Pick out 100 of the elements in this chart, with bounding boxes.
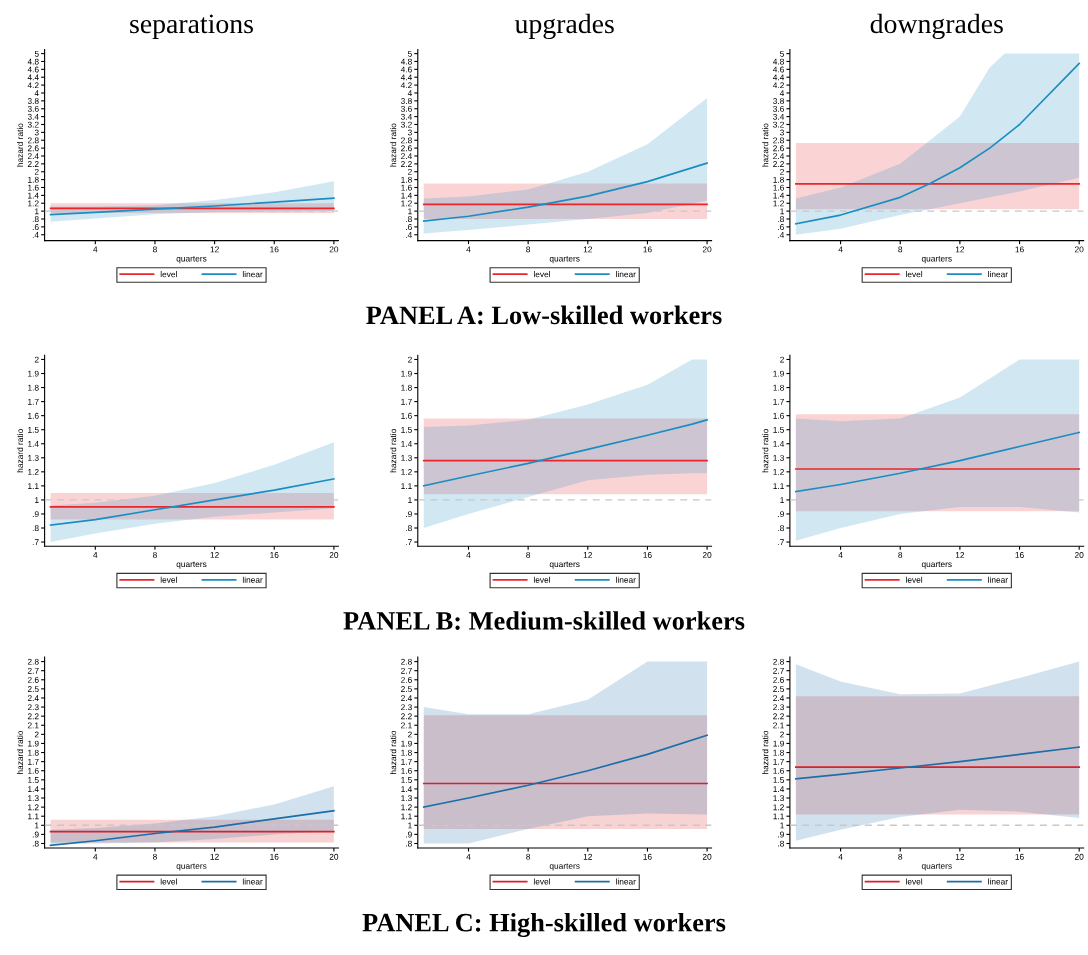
y-tick-label: 3.8 xyxy=(400,98,412,104)
y-axis-title: hazard ratio xyxy=(762,429,769,473)
y-tick-label: 1.6 xyxy=(401,412,412,419)
y-tick-label: 1 xyxy=(780,497,784,503)
y-tick-label: 1.4 xyxy=(773,786,785,792)
y-tick-label: 1.2 xyxy=(28,804,39,811)
x-tick-label: 8 xyxy=(898,552,903,558)
x-axis-title: quarters xyxy=(921,256,952,264)
legend-label: level xyxy=(533,878,550,885)
y-tick-label: .9 xyxy=(406,511,412,518)
y-tick-label: 2.7 xyxy=(27,667,39,674)
y-tick-label: 2 xyxy=(408,356,412,363)
y-tick-label: 4.6 xyxy=(772,66,784,73)
x-axis-title: quarters xyxy=(549,863,580,871)
legend-label: linear xyxy=(616,576,636,583)
y-axis-title: hazard ratio xyxy=(390,730,397,774)
y-tick-label: 1 xyxy=(408,497,412,503)
x-tick-label: 16 xyxy=(270,853,279,860)
y-tick-label: .9 xyxy=(32,511,39,518)
y-tick-label: 3 xyxy=(780,129,784,136)
y-tick-label: 1.7 xyxy=(773,398,784,405)
y-tick-label: 2.4 xyxy=(27,153,39,160)
y-tick-label: 3.6 xyxy=(773,105,784,112)
y-tick-label: .8 xyxy=(778,525,784,532)
y-tick-label: 1.9 xyxy=(28,740,39,747)
y-tick-label: 2.4 xyxy=(401,153,412,160)
y-tick-label: .7 xyxy=(32,539,39,546)
y-tick-label: 3.4 xyxy=(400,113,412,120)
x-tick-label: 8 xyxy=(898,246,903,253)
y-tick-label: 1.6 xyxy=(401,767,412,774)
x-tick-label: 20 xyxy=(702,853,712,860)
line-series xyxy=(49,809,335,847)
y-tick-label: 1 xyxy=(35,822,39,829)
x-tick-label: 20 xyxy=(702,246,712,253)
y-tick-label: 3.6 xyxy=(27,105,39,112)
y-axis-title: hazard ratio xyxy=(762,730,769,774)
y-tick-label: 1.7 xyxy=(401,398,412,405)
y-tick-label: 2.2 xyxy=(773,713,784,720)
y-tick-label: 2.1 xyxy=(401,722,412,729)
y-axis-title: hazard ratio xyxy=(16,123,24,167)
y-tick-label: 1 xyxy=(35,497,39,503)
x-tick-label: 20 xyxy=(329,552,339,558)
text: PANEL A: Low-skilled workers xyxy=(366,305,722,325)
x-tick-label: 4 xyxy=(838,246,843,253)
y-tick-label: .6 xyxy=(406,224,412,230)
y-tick-label: 1.4 xyxy=(401,441,412,447)
y-tick-label: 3 xyxy=(407,129,412,136)
x-tick-label: 4 xyxy=(838,552,843,558)
x-axis-title: quarters xyxy=(549,561,580,569)
x-tick-label: 12 xyxy=(583,853,592,860)
y-tick-label: 1.3 xyxy=(28,795,39,802)
y-tick-label: 1.6 xyxy=(28,412,39,419)
legend-label: linear xyxy=(988,878,1008,885)
line-series xyxy=(49,197,335,216)
text: PANEL C: High-skilled workers xyxy=(362,912,726,938)
x-tick-label: 20 xyxy=(329,246,339,253)
y-tick-label: 2 xyxy=(408,731,412,738)
y-tick-label: 1 xyxy=(780,208,784,215)
y-tick-label: 2.1 xyxy=(773,722,784,729)
y-tick-label: 1.7 xyxy=(401,758,412,765)
y-tick-label: 2.3 xyxy=(401,704,412,711)
y-tick-label: 1.2 xyxy=(773,804,784,811)
legend-label: level xyxy=(906,271,923,278)
y-tick-label: 5 xyxy=(780,50,784,57)
x-tick-label: 16 xyxy=(1015,552,1024,558)
y-tick-label: 3.2 xyxy=(400,121,412,128)
y-tick-label: 1.7 xyxy=(28,758,39,765)
y-tick-label: 2.3 xyxy=(27,704,39,711)
y-tick-label: 1.3 xyxy=(401,795,412,802)
y-tick-label: 1.3 xyxy=(773,795,784,802)
y-tick-label: .8 xyxy=(406,525,412,532)
y-tick-label: 3.6 xyxy=(400,105,412,112)
y-tick-label: 1.1 xyxy=(773,813,784,820)
y-tick-label: 4 xyxy=(34,90,39,96)
y-tick-label: 1.4 xyxy=(773,441,785,447)
y-tick-label: 1.8 xyxy=(28,749,39,756)
line-series xyxy=(422,162,708,222)
y-tick-label: 2.8 xyxy=(27,137,39,144)
y-tick-label: 1.8 xyxy=(773,384,784,391)
x-tick-label: 8 xyxy=(898,853,903,860)
x-tick-label: 4 xyxy=(466,552,471,558)
y-tick-label: 3.4 xyxy=(773,113,785,120)
y-tick-label: 1.9 xyxy=(773,370,784,377)
legend-label: linear xyxy=(242,576,263,583)
y-tick-label: 4.8 xyxy=(27,58,39,65)
y-tick-label: 4.2 xyxy=(772,82,784,89)
x-tick-label: 8 xyxy=(153,246,157,253)
legend-label: level xyxy=(533,576,550,583)
y-tick-label: 2.2 xyxy=(27,161,39,167)
x-tick-label: 4 xyxy=(93,552,98,558)
y-tick-label: 1.2 xyxy=(773,469,784,475)
x-tick-label: 12 xyxy=(955,552,965,558)
y-tick-label: 1.8 xyxy=(28,176,39,183)
x-tick-label: 4 xyxy=(93,246,98,253)
y-tick-label: .8 xyxy=(32,840,39,847)
y-tick-label: 1.9 xyxy=(401,370,412,377)
y-tick-label: 1.5 xyxy=(28,777,39,783)
y-tick-label: 5 xyxy=(407,50,412,57)
y-tick-label: 4 xyxy=(779,90,785,96)
legend-label: linear xyxy=(242,878,263,885)
